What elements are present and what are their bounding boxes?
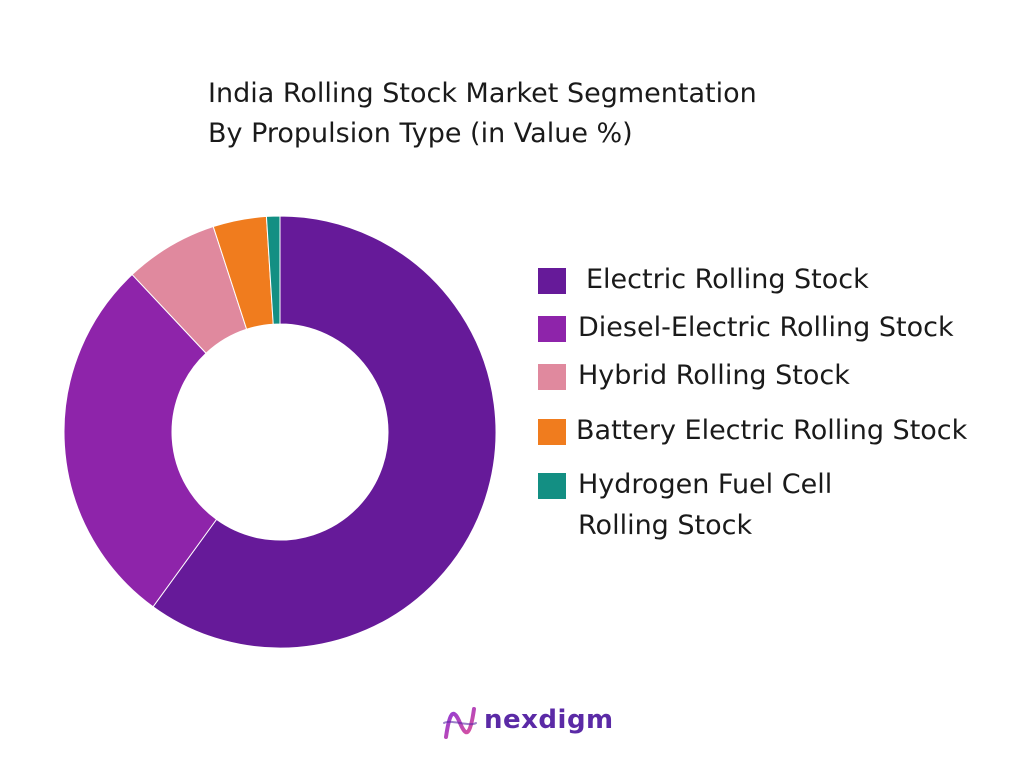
chart-title-line-1: India Rolling Stock Market Segmentation xyxy=(208,78,757,109)
legend-label-hydrogen-fuel-cell-line-2: Rolling Stock xyxy=(578,510,753,541)
donut-slice-electric xyxy=(152,215,497,649)
legend-swatch-hydrogen-fuel-cell xyxy=(538,473,566,499)
donut-slice-hydrogen-fuel-cell xyxy=(265,215,281,325)
legend-label-hybrid: Hybrid Rolling Stock xyxy=(578,360,850,391)
donut-slice-diesel-electric xyxy=(63,273,218,608)
chart-title: India Rolling Stock Market Segmentation … xyxy=(208,74,848,154)
legend-label-diesel-electric: Diesel-Electric Rolling Stock xyxy=(578,312,954,343)
legend-label-electric: Electric Rolling Stock xyxy=(586,264,869,295)
legend-swatch-hybrid xyxy=(538,364,566,390)
chart-title-line-2: By Propulsion Type (in Value %) xyxy=(208,118,633,149)
legend-label-hydrogen-fuel-cell-line-1: Hydrogen Fuel Cell xyxy=(578,469,833,500)
nexdigm-logo-text: nexdigm xyxy=(484,705,614,735)
legend-swatch-battery-electric xyxy=(538,419,566,445)
legend-swatch-diesel-electric xyxy=(538,316,566,342)
legend-label-battery-electric: Battery Electric Rolling Stock xyxy=(576,415,968,446)
nexdigm-logo-icon xyxy=(443,707,477,739)
legend-swatch-electric xyxy=(538,268,566,294)
nexdigm-logo: nexdigm xyxy=(440,703,613,743)
